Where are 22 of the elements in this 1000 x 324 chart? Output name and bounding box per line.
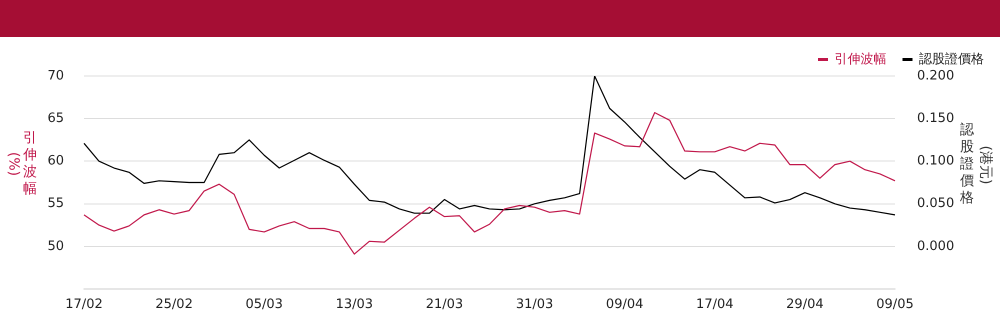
x-tick-label: 31/03 (516, 297, 554, 312)
y2-tick-label: 0.200 (917, 68, 954, 84)
y-tick-label: 55 (47, 196, 64, 212)
x-tick-label: 13/03 (336, 297, 374, 312)
legend-label: 引伸波幅 (834, 52, 886, 67)
y-tick-label: 60 (47, 154, 64, 169)
y2-tick-label: 0.000 (917, 238, 954, 254)
x-tick-label: 17/02 (65, 297, 103, 312)
y2-tick-label: 0.100 (917, 154, 954, 169)
x-tick-label: 29/04 (786, 297, 824, 312)
x-tick-label: 09/05 (876, 297, 914, 312)
x-tick-label: 25/02 (155, 297, 193, 312)
y2-tick-label: 0.050 (917, 196, 954, 212)
x-tick-label: 17/04 (696, 297, 734, 312)
x-tick-label: 21/03 (426, 297, 464, 312)
y-tick-label: 70 (47, 68, 64, 84)
y-tick-label: 50 (47, 238, 64, 254)
x-tick-label: 05/03 (245, 297, 283, 312)
y-tick-label: 65 (47, 110, 64, 126)
y2-tick-label: 0.150 (917, 110, 954, 126)
x-tick-label: 09/04 (606, 297, 644, 312)
legend-label: 認股證價格 (919, 52, 984, 67)
